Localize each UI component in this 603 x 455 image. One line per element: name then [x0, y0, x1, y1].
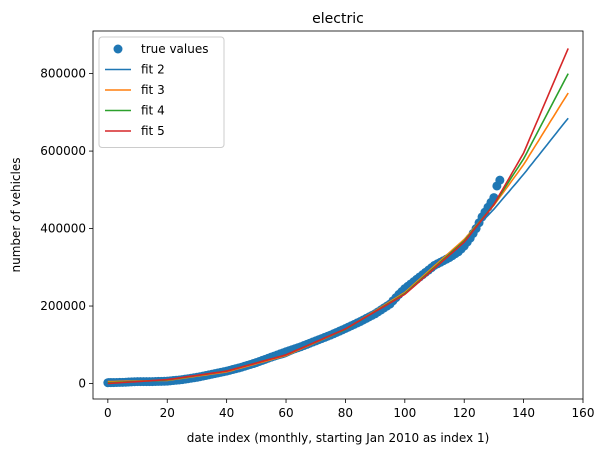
- scatter-point: [495, 175, 505, 185]
- y-tick-label: 0: [78, 377, 86, 391]
- x-tick-label: 120: [453, 406, 476, 420]
- legend-entry: fit 3: [105, 83, 165, 97]
- plot-frame: [92, 30, 584, 400]
- series-true-values: [103, 175, 505, 388]
- series-line-fit-5: [107, 48, 569, 385]
- x-tick-label: 20: [160, 406, 175, 420]
- x-axis: 0 20 40 60 80 100 120 140 160: [104, 399, 594, 420]
- y-tick-label: 600000: [40, 144, 86, 158]
- x-tick-label: 80: [338, 406, 353, 420]
- legend: true values fit 2 fit 3 fit 4 fit 5: [98, 36, 225, 148]
- y-axis-label: number of vehicles: [9, 157, 23, 272]
- y-tick-label: 200000: [40, 299, 86, 313]
- legend-box: [98, 36, 225, 148]
- x-axis-label: date index (monthly, starting Jan 2010 a…: [187, 431, 490, 445]
- legend-marker: [113, 44, 123, 54]
- x-tick-label: 140: [512, 406, 535, 420]
- x-tick-label: 0: [104, 406, 112, 420]
- chart-title: electric: [312, 11, 364, 27]
- y-tick-label: 400000: [40, 222, 86, 236]
- legend-label: fit 2: [141, 63, 165, 77]
- legend-entry: true values: [113, 42, 208, 56]
- legend-label: true values: [141, 42, 208, 56]
- data-layer: [103, 48, 569, 388]
- x-tick-label: 100: [393, 406, 416, 420]
- legend-entry: fit 5: [105, 124, 165, 138]
- series-line-fit-2: [107, 117, 569, 383]
- x-tick-label: 160: [572, 406, 595, 420]
- legend-entry: fit 2: [105, 63, 165, 77]
- legend-label: fit 3: [141, 83, 165, 97]
- x-tick-label: 40: [219, 406, 234, 420]
- y-axis: 0 200000 400000 600000 800000: [40, 67, 93, 391]
- legend-entry: fit 4: [105, 104, 165, 118]
- y-tick-label: 800000: [40, 67, 86, 81]
- legend-label: fit 4: [141, 104, 165, 118]
- x-tick-label: 60: [278, 406, 293, 420]
- legend-label: fit 5: [141, 124, 165, 138]
